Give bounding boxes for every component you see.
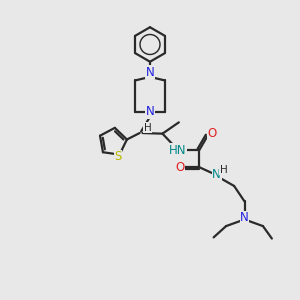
Text: N: N	[240, 211, 249, 224]
Text: S: S	[114, 150, 122, 164]
Text: N: N	[212, 168, 221, 181]
Text: O: O	[207, 127, 216, 140]
Text: H: H	[220, 165, 227, 175]
Text: HN: HN	[169, 143, 187, 157]
Text: N: N	[146, 105, 154, 118]
Text: H: H	[144, 123, 152, 133]
Text: O: O	[176, 161, 184, 174]
Text: N: N	[146, 66, 154, 79]
